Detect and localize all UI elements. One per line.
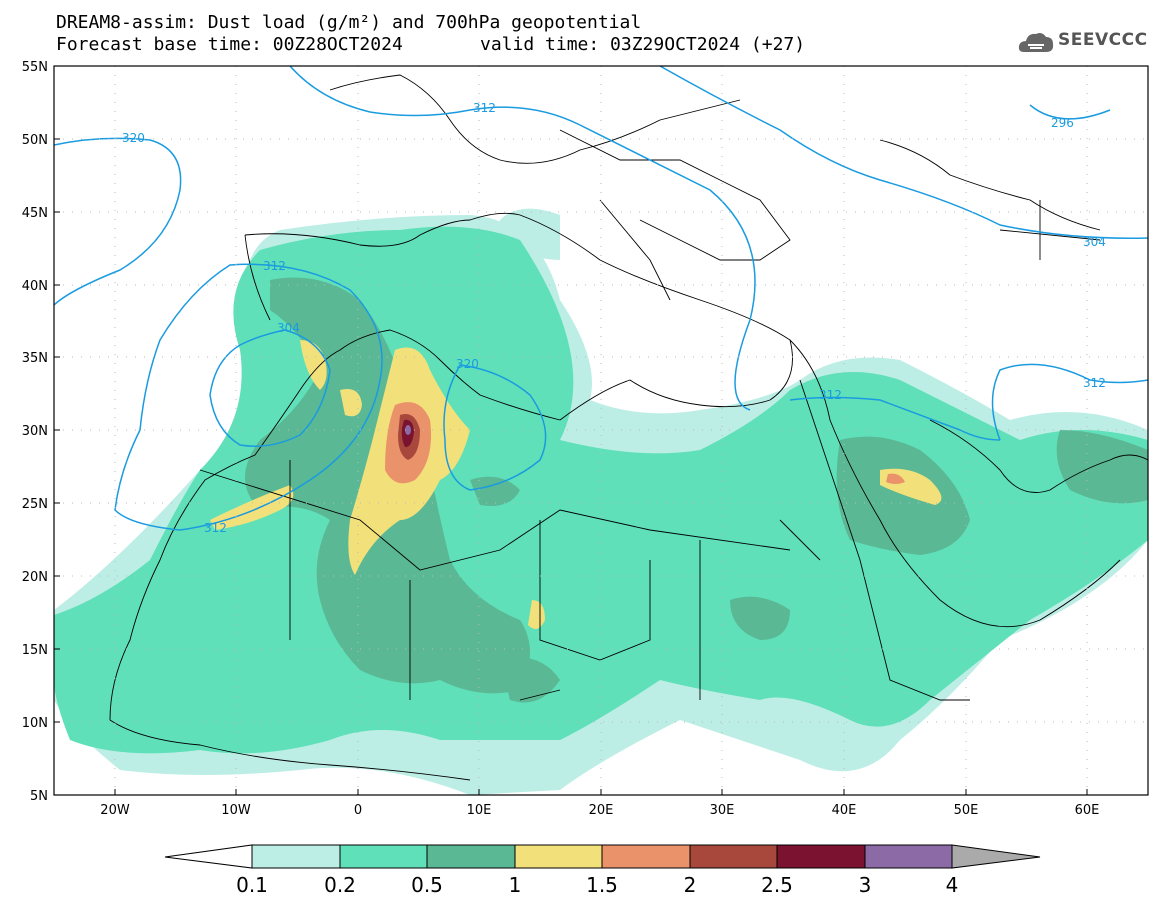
coastlines	[109, 74, 1148, 781]
contour-label: 320	[456, 357, 479, 371]
cloud-logo-icon	[1018, 33, 1054, 52]
contour-label: 304	[1083, 235, 1106, 249]
contour-label: 312	[819, 388, 842, 402]
longitude-labels: 20W 10W 0 10E 20E 30E 40E 50E 60E	[100, 803, 1099, 818]
colorbar-tick: 4	[946, 873, 959, 897]
lat-label: 50N	[22, 133, 48, 148]
colorbar-tick: 2.5	[761, 873, 793, 897]
colorbar-swatch	[339, 844, 428, 869]
colorbar-tick: 0.5	[411, 873, 443, 897]
logo-text: SEEVCCC	[1058, 30, 1148, 50]
lon-label: 30E	[710, 803, 735, 818]
lat-label: 20N	[22, 570, 48, 585]
geopotential-contours	[54, 66, 1148, 531]
axis-ticks	[54, 65, 1088, 795]
colorbar-swatch	[514, 844, 603, 869]
lat-label: 40N	[22, 279, 48, 294]
lon-label: 60E	[1075, 803, 1100, 818]
colorbar-tick: 0.1	[236, 873, 268, 897]
lon-label: 10W	[221, 803, 251, 818]
contour-label: 312	[263, 259, 286, 273]
colorbar-tick: 1	[509, 873, 522, 897]
contour-label: 296	[1051, 116, 1074, 130]
lon-label: 0	[354, 803, 362, 818]
lat-label: 25N	[22, 497, 48, 512]
lat-label: 5N	[30, 789, 48, 804]
lon-label: 50E	[954, 803, 979, 818]
contour-labels: 320 312 312 304 320 312 312 296 304 312	[122, 101, 1106, 535]
contour-label: 312	[473, 101, 496, 115]
contour-label: 312	[204, 521, 227, 535]
colorbar-low-arrow	[164, 844, 253, 869]
lat-label: 55N	[22, 60, 48, 75]
lon-label: 20W	[100, 803, 130, 818]
contour-label: 320	[122, 131, 145, 145]
valid-time: valid time: 03Z29OCT2024 (+27)	[480, 34, 806, 55]
lat-label: 10N	[22, 716, 48, 731]
colorbar-tick: 0.2	[324, 873, 356, 897]
lon-label: 20E	[589, 803, 614, 818]
dust-load-field	[54, 208, 1148, 795]
forecast-base-time: Forecast base time: 00Z28OCT2024	[56, 34, 403, 55]
lat-label: 30N	[22, 424, 48, 439]
contour-label: 304	[277, 321, 300, 335]
colorbar: 0.1 0.2 0.5 1 1.5 2 2.5 3 4	[164, 844, 1041, 897]
lat-label: 35N	[22, 351, 48, 366]
lat-label: 45N	[22, 206, 48, 221]
colorbar-swatch	[689, 844, 778, 869]
colorbar-swatch	[426, 844, 516, 869]
map-title: DREAM8-assim: Dust load (g/m²) and 700hP…	[56, 12, 642, 33]
colorbar-swatch	[864, 844, 953, 869]
contour-label: 312	[1083, 376, 1106, 390]
lat-label: 15N	[22, 643, 48, 658]
colorbar-tick: 1.5	[586, 873, 618, 897]
lon-label: 10E	[467, 803, 492, 818]
lon-label: 40E	[832, 803, 857, 818]
colorbar-tick: 2	[684, 873, 697, 897]
colorbar-swatch	[776, 844, 866, 869]
colorbar-high-arrow	[951, 844, 1041, 869]
latitude-labels: 55N 50N 45N 40N 35N 30N 25N 20N 15N 10N …	[22, 60, 48, 804]
colorbar-swatch	[251, 844, 341, 869]
colorbar-swatch	[601, 844, 691, 869]
colorbar-tick: 3	[859, 873, 872, 897]
